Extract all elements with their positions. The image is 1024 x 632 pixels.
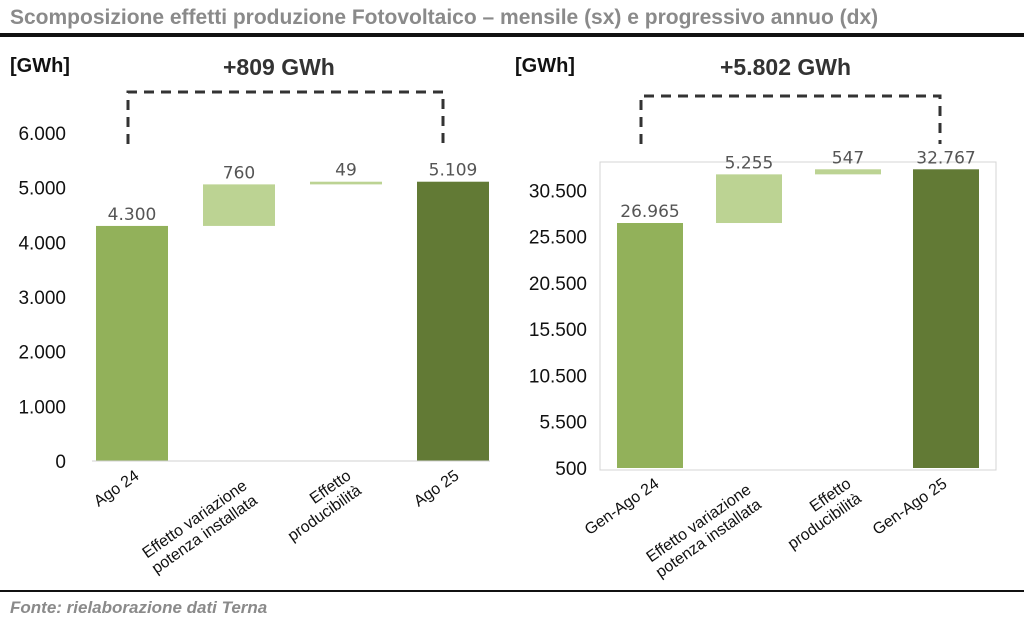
source-note: Fonte: rielaborazione dati Terna <box>10 598 268 617</box>
left-bar <box>310 181 382 185</box>
right-data-label: 32.767 <box>916 148 975 168</box>
right-y-tick-label: 500 <box>555 459 587 480</box>
right-data-label: 5.255 <box>725 153 774 173</box>
left-y-tick-label: 6.000 <box>18 124 66 145</box>
left-y-tick-label: 1.000 <box>18 397 66 418</box>
right-x-category-label: Gen-Ago 24 <box>582 475 663 538</box>
left-x-category-label: Effetto variazionepotenza installata <box>139 477 261 577</box>
right-y-tick-label: 15.500 <box>529 320 587 341</box>
left-y-tick-label: 0 <box>55 452 66 473</box>
right-y-tick-label: 20.500 <box>529 274 587 295</box>
left-waterfall-chart: 0 1.000 2.000 3.000 4.000 5.000 6.000 4.300 760 4… <box>18 124 490 577</box>
left-data-label: 760 <box>223 163 255 183</box>
left-x-category-label: Effettoproducibilità <box>275 467 365 545</box>
bottom-divider <box>0 590 1024 592</box>
right-data-label: 26.965 <box>620 202 679 222</box>
left-y-tick-label: 5.000 <box>18 179 66 200</box>
left-bar <box>203 184 275 226</box>
right-y-tick-label: 30.500 <box>529 181 587 202</box>
left-bar <box>96 225 168 461</box>
left-data-label: 49 <box>335 161 357 181</box>
right-plot-area <box>599 161 997 471</box>
left-y-tick-label: 2.000 <box>18 343 66 364</box>
left-bar <box>417 181 489 461</box>
right-y-tick-label: 25.500 <box>529 228 587 249</box>
right-delta-label: +5.802 GWh <box>720 54 852 80</box>
left-data-label: 4.300 <box>108 205 157 225</box>
right-bar <box>617 223 683 468</box>
left-x-category-label: Ago 24 <box>91 467 142 510</box>
right-bar <box>815 169 881 175</box>
right-delta-bracket <box>639 94 942 144</box>
left-delta-bracket <box>126 90 445 144</box>
left-x-category-label: Ago 25 <box>411 467 462 510</box>
page-title: Scomposizione effetti produzione Fotovol… <box>10 6 879 29</box>
right-y-tick-label: 5.500 <box>539 413 587 434</box>
left-y-tick-label: 3.000 <box>18 288 66 309</box>
charts-canvas: 0 1.000 2.000 3.000 4.000 5.000 6.000 4.300 760 4… <box>18 90 997 581</box>
left-delta-label: +809 GWh <box>223 54 335 80</box>
right-bar <box>913 169 979 468</box>
top-divider <box>0 33 1024 37</box>
right-waterfall-chart: 500 5.500 10.500 15.500 20.500 25.500 30.500 26… <box>529 148 997 581</box>
left-y-tick-label: 4.000 <box>18 233 66 254</box>
left-unit-label: [GWh] <box>10 55 70 77</box>
right-bar <box>716 174 782 224</box>
right-x-category-label: Gen-Ago 25 <box>870 475 951 538</box>
left-data-label: 5.109 <box>429 161 478 181</box>
right-data-label: 547 <box>832 148 864 168</box>
right-y-tick-label: 10.500 <box>529 366 587 387</box>
right-unit-label: [GWh] <box>515 55 575 77</box>
right-x-category-label: Effettoproducibilità <box>775 475 865 553</box>
right-x-category-label: Effetto variazionepotenza installata <box>643 481 765 581</box>
